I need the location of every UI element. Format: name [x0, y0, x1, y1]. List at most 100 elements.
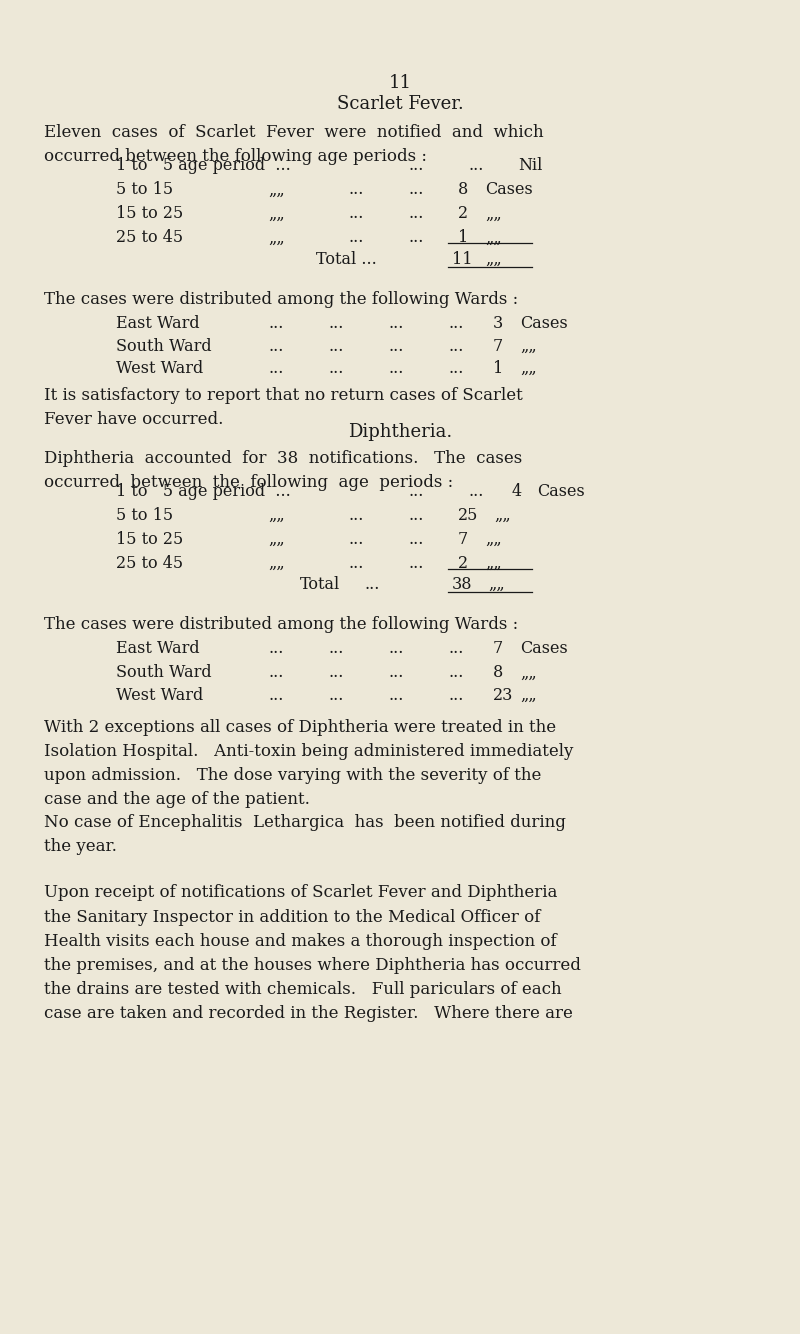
Text: ...: ...: [268, 640, 283, 658]
Text: 4: 4: [512, 483, 522, 500]
Text: ...: ...: [408, 181, 423, 199]
Text: 7: 7: [493, 338, 503, 355]
Text: ...: ...: [328, 315, 343, 332]
Text: ...: ...: [348, 555, 363, 572]
Text: 7: 7: [458, 531, 468, 548]
Text: „„: „„: [268, 181, 285, 199]
Text: East Ward: East Ward: [116, 640, 200, 658]
Text: ...: ...: [268, 664, 283, 682]
Text: ...: ...: [388, 315, 403, 332]
Text: South Ward: South Ward: [116, 338, 212, 355]
Text: „„: „„: [485, 531, 502, 548]
Text: ...: ...: [408, 555, 423, 572]
Text: 1 to   5 age period  ...: 1 to 5 age period ...: [116, 157, 290, 175]
Text: Cases: Cases: [520, 640, 568, 658]
Text: The cases were distributed among the following Wards :: The cases were distributed among the fol…: [44, 291, 518, 308]
Text: ...: ...: [408, 229, 423, 247]
Text: ...: ...: [448, 664, 463, 682]
Text: 15 to 25: 15 to 25: [116, 531, 183, 548]
Text: Diphtheria.: Diphtheria.: [348, 423, 452, 440]
Text: ...: ...: [348, 507, 363, 524]
Text: ...: ...: [408, 531, 423, 548]
Text: „„: „„: [268, 555, 285, 572]
Text: ...: ...: [348, 181, 363, 199]
Text: 25 to 45: 25 to 45: [116, 229, 183, 247]
Text: ...: ...: [328, 664, 343, 682]
Text: Upon receipt of notifications of Scarlet Fever and Diphtheria
the Sanitary Inspe: Upon receipt of notifications of Scarlet…: [44, 884, 581, 1022]
Text: ...: ...: [448, 315, 463, 332]
Text: ...: ...: [408, 205, 423, 223]
Text: ...: ...: [408, 157, 423, 175]
Text: East Ward: East Ward: [116, 315, 200, 332]
Text: „„: „„: [520, 360, 537, 378]
Text: ...: ...: [408, 483, 423, 500]
Text: 15 to 25: 15 to 25: [116, 205, 183, 223]
Text: „„: „„: [485, 229, 502, 247]
Text: 25: 25: [458, 507, 478, 524]
Text: ...: ...: [408, 507, 423, 524]
Text: 38: 38: [452, 576, 473, 594]
Text: 1: 1: [458, 229, 468, 247]
Text: 2: 2: [458, 205, 468, 223]
Text: ...: ...: [448, 360, 463, 378]
Text: ...: ...: [448, 338, 463, 355]
Text: Total: Total: [300, 576, 340, 594]
Text: „„: „„: [520, 338, 537, 355]
Text: „„: „„: [485, 555, 502, 572]
Text: „„: „„: [485, 205, 502, 223]
Text: 11: 11: [389, 75, 411, 92]
Text: ...: ...: [364, 576, 379, 594]
Text: ...: ...: [468, 483, 483, 500]
Text: 8: 8: [458, 181, 468, 199]
Text: No case of Encephalitis  Lethargica  has  been notified during
the year.: No case of Encephalitis Lethargica has b…: [44, 814, 566, 855]
Text: „„: „„: [268, 531, 285, 548]
Text: Eleven  cases  of  Scarlet  Fever  were  notified  and  which
occurred between t: Eleven cases of Scarlet Fever were notif…: [44, 124, 544, 165]
Text: ...: ...: [388, 338, 403, 355]
Text: 1: 1: [493, 360, 503, 378]
Text: „„: „„: [268, 229, 285, 247]
Text: Cases: Cases: [520, 315, 568, 332]
Text: Nil: Nil: [518, 157, 542, 175]
Text: ...: ...: [448, 640, 463, 658]
Text: ...: ...: [268, 338, 283, 355]
Text: ...: ...: [328, 338, 343, 355]
Text: West Ward: West Ward: [116, 687, 203, 704]
Text: ...: ...: [268, 315, 283, 332]
Text: ...: ...: [348, 531, 363, 548]
Text: Scarlet Fever.: Scarlet Fever.: [337, 95, 463, 112]
Text: 25 to 45: 25 to 45: [116, 555, 183, 572]
Text: ...: ...: [388, 664, 403, 682]
Text: „„: „„: [268, 205, 285, 223]
Text: Diphtheria  accounted  for  38  notifications.   The  cases
occurred  between  t: Diphtheria accounted for 38 notification…: [44, 450, 522, 491]
Text: South Ward: South Ward: [116, 664, 212, 682]
Text: Total ...: Total ...: [316, 251, 377, 268]
Text: ...: ...: [388, 640, 403, 658]
Text: ...: ...: [468, 157, 483, 175]
Text: ...: ...: [348, 205, 363, 223]
Text: 11: 11: [452, 251, 473, 268]
Text: ...: ...: [328, 640, 343, 658]
Text: „„: „„: [488, 576, 505, 594]
Text: West Ward: West Ward: [116, 360, 203, 378]
Text: It is satisfactory to report that no return cases of Scarlet
Fever have occurred: It is satisfactory to report that no ret…: [44, 387, 522, 428]
Text: „„: „„: [494, 507, 511, 524]
Text: 8: 8: [493, 664, 503, 682]
Text: „„: „„: [520, 687, 537, 704]
Text: 5 to 15: 5 to 15: [116, 507, 173, 524]
Text: 3: 3: [493, 315, 503, 332]
Text: ...: ...: [328, 360, 343, 378]
Text: 5 to 15: 5 to 15: [116, 181, 173, 199]
Text: „„: „„: [520, 664, 537, 682]
Text: „„: „„: [268, 507, 285, 524]
Text: The cases were distributed among the following Wards :: The cases were distributed among the fol…: [44, 616, 518, 634]
Text: ...: ...: [448, 687, 463, 704]
Text: Cases: Cases: [538, 483, 586, 500]
Text: ...: ...: [268, 687, 283, 704]
Text: ...: ...: [348, 229, 363, 247]
Text: 23: 23: [493, 687, 513, 704]
Text: Cases: Cases: [485, 181, 533, 199]
Text: ...: ...: [388, 360, 403, 378]
Text: „„: „„: [485, 251, 502, 268]
Text: ...: ...: [268, 360, 283, 378]
Text: 7: 7: [493, 640, 503, 658]
